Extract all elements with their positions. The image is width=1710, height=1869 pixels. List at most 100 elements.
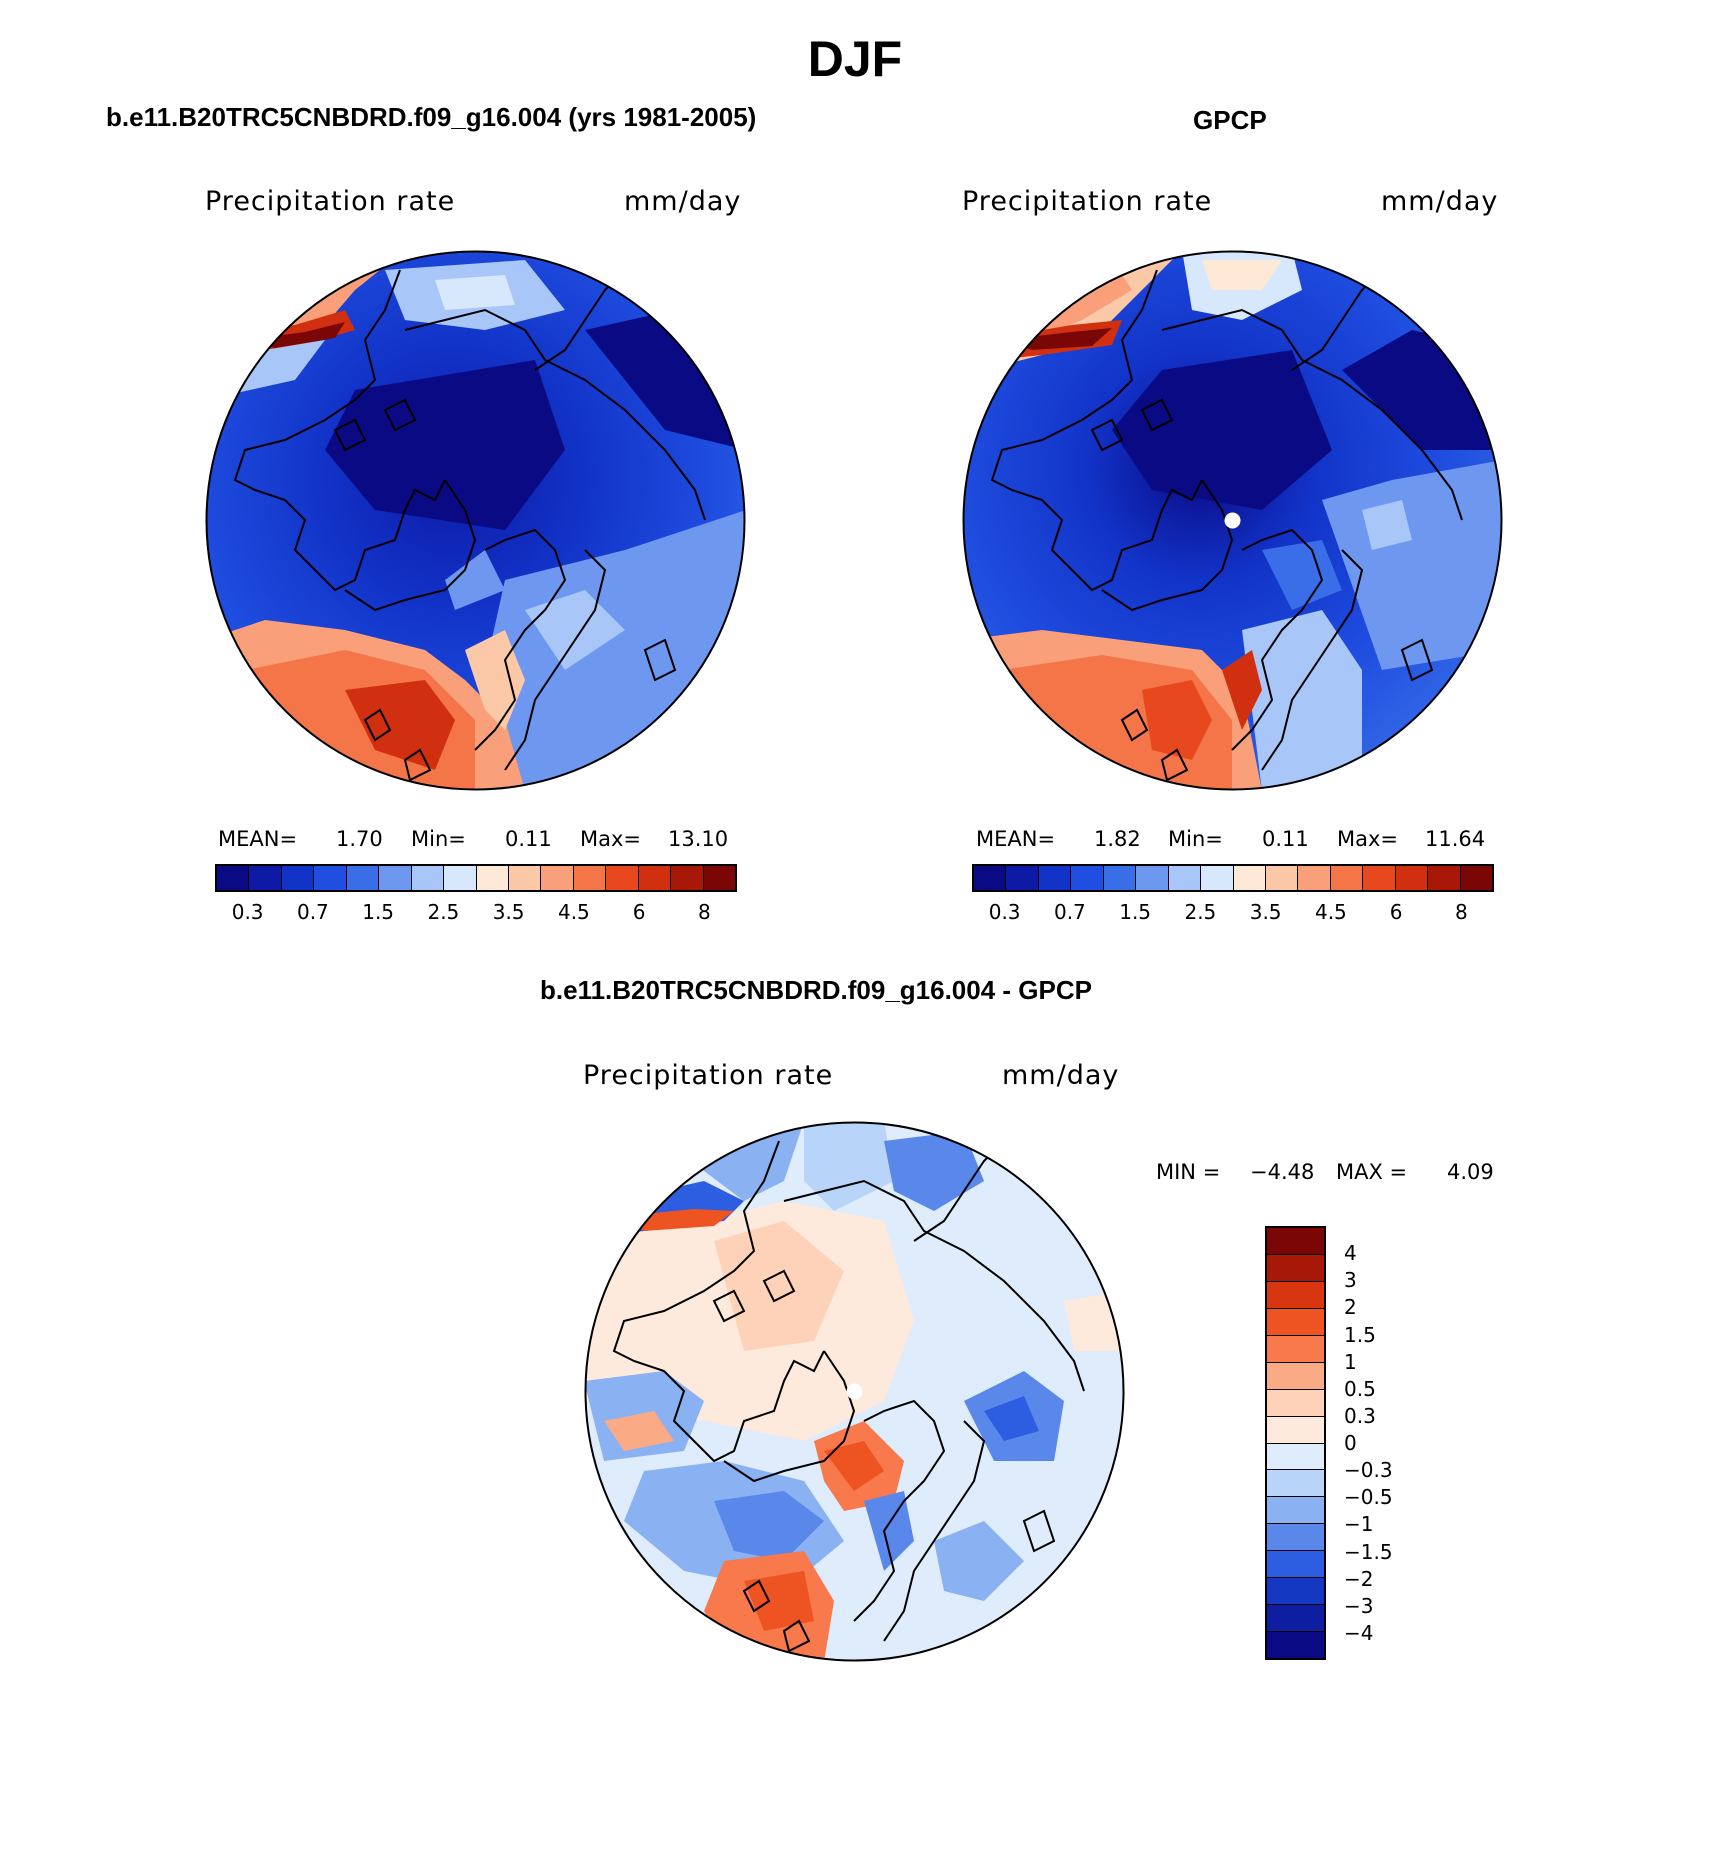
panel-2-colorbar (972, 864, 1494, 892)
panel-3-colorbar-swatch (1267, 1308, 1324, 1336)
panel-2-colorbar-label: 0.7 (1053, 900, 1086, 924)
panel-2-colorbar-label: 8 (1455, 900, 1468, 924)
panel-1-colorbar-swatch (476, 866, 509, 890)
panel-2-colorbar-label: 4.5 (1314, 900, 1347, 924)
panel-3-colorbar-label: 0.3 (1344, 1403, 1376, 1428)
panel-2-colorbar-label: 3.5 (1249, 900, 1282, 924)
panel-2-colorbar-swatch (1103, 866, 1137, 890)
panel-2-max-label: Max= (1337, 827, 1399, 851)
panel-2-colorbar-swatch (1071, 866, 1104, 890)
panel-3-colorbar-swatch (1267, 1389, 1324, 1417)
panel-2-colorbar-swatch (1201, 866, 1234, 890)
panel-1-variable: Precipitation rate (205, 186, 456, 217)
panel-3-colorbar-swatch (1267, 1443, 1324, 1471)
panel-2-map (962, 250, 1503, 791)
panel-1-max-label: Max= (580, 827, 642, 851)
panel-1-colorbar-swatch (346, 866, 380, 890)
panel-2-colorbar-swatch (1363, 866, 1396, 890)
panel-1-mean-label: MEAN= (218, 827, 298, 851)
panel-3-colorbar-label: 4 (1344, 1241, 1357, 1266)
panel-2-colorbar-swatch (1006, 866, 1039, 890)
panel-2-colorbar-swatch (1428, 866, 1461, 890)
panel-3-variable: Precipitation rate (583, 1060, 834, 1091)
panel-2-colorbar-swatch (1168, 866, 1202, 890)
panel-3-max-value: 4.09 (1447, 1160, 1494, 1184)
panel-3-colorbar-label: 1.5 (1344, 1322, 1376, 1347)
panel-3-colorbar-swatch (1267, 1416, 1324, 1444)
panel-1-colorbar-swatch (508, 866, 542, 890)
panel-3-colorbar-label: 0 (1344, 1431, 1357, 1455)
panel-1-colorbar-swatch (249, 866, 282, 890)
panel-2-colorbar-swatch (1460, 866, 1492, 890)
panel-2-variable: Precipitation rate (962, 186, 1213, 217)
panel-1-colorbar (215, 864, 737, 892)
panel-1-colorbar-label: 6 (632, 900, 646, 924)
panel-1-colorbar-swatch (606, 866, 639, 890)
panel-3-colorbar-swatch (1267, 1362, 1324, 1390)
panel-3-colorbar-swatch (1267, 1605, 1324, 1633)
panel-1-colorbar-swatch (314, 866, 347, 890)
panel-1-colorbar-swatch (444, 866, 477, 890)
panel-3-colorbar-swatch (1267, 1578, 1324, 1606)
panel-3-units: mm/day (1002, 1060, 1120, 1091)
panel-3-map (584, 1121, 1125, 1662)
panel-1-colorbar-swatch (379, 866, 412, 890)
panel-2-colorbar-swatch (1136, 866, 1169, 890)
panel-2-colorbar-swatch (1038, 866, 1072, 890)
panel-3-colorbar-label: −3 (1344, 1593, 1374, 1618)
panel-2-mean-value: 1.82 (1094, 827, 1141, 851)
panel-1-colorbar-label: 0.7 (296, 900, 329, 924)
figure-title: DJF (807, 31, 903, 87)
panel-3-colorbar-label: −0.5 (1344, 1485, 1393, 1510)
panel-1-colorbar-label: 3.5 (492, 900, 525, 924)
panel-1-min-value: 0.11 (505, 827, 552, 851)
panel-2-colorbar-swatch (1395, 866, 1429, 890)
panel-3-colorbar-swatch (1267, 1335, 1324, 1363)
panel-2-colorbar-label: 0.3 (988, 900, 1021, 924)
panel-2-units: mm/day (1381, 186, 1499, 217)
panel-1-colorbar-label: 0.3 (231, 900, 264, 924)
panel-2-max-value: 11.64 (1425, 827, 1486, 851)
panel-1-colorbar-label: 8 (698, 900, 711, 924)
panel-1-colorbar-label: 4.5 (557, 900, 590, 924)
panel-1-map (205, 250, 746, 791)
panel-2-colorbar-swatch (1330, 866, 1364, 890)
panel-3-colorbar-swatch (1267, 1470, 1324, 1498)
panel-1-colorbar-swatch (541, 866, 574, 890)
panel-3-colorbar-swatch (1267, 1551, 1324, 1579)
panel-3-min-value: −4.48 (1250, 1160, 1315, 1184)
panel-1-colorbar-swatch (703, 866, 735, 890)
panel-2-title: GPCP (1193, 105, 1267, 135)
panel-3-colorbar-label: −2 (1344, 1566, 1374, 1591)
panel-3-colorbar (1265, 1226, 1326, 1660)
panel-3-colorbar-label: 1 (1344, 1349, 1357, 1374)
panel-1-units: mm/day (624, 186, 742, 217)
panel-2-colorbar-swatch (974, 866, 1007, 890)
panel-1-max-value: 13.10 (668, 827, 729, 851)
panel-2-min-value: 0.11 (1262, 827, 1309, 851)
panel-1-colorbar-swatch (638, 866, 672, 890)
panel-3-colorbar-label: −4 (1344, 1620, 1374, 1645)
panel-1-colorbar-swatch (281, 866, 315, 890)
panel-3-colorbar-label: −1 (1344, 1512, 1374, 1537)
panel-3-colorbar-swatch (1267, 1228, 1324, 1255)
panel-2-colorbar-swatch (1265, 866, 1299, 890)
panel-3-colorbar-swatch (1267, 1524, 1324, 1552)
panel-1-colorbar-label: 1.5 (362, 900, 395, 924)
panel-3-colorbar-swatch (1267, 1254, 1324, 1282)
panel-1-min-label: Min= (411, 827, 466, 851)
panel-3-colorbar-label: 3 (1344, 1268, 1357, 1293)
panel-3-colorbar-swatch (1267, 1281, 1324, 1309)
panel-1-colorbar-swatch (671, 866, 704, 890)
panel-2-colorbar-label: 6 (1389, 900, 1403, 924)
panel-2-colorbar-label: 2.5 (1184, 900, 1217, 924)
panel-3-max-label: MAX = (1336, 1160, 1408, 1184)
panel-1-colorbar-swatch (573, 866, 607, 890)
panel-1-mean-value: 1.70 (336, 827, 383, 851)
panel-3-colorbar-swatch (1267, 1497, 1324, 1525)
panel-2-colorbar-label: 1.5 (1119, 900, 1152, 924)
panel-3-colorbar-label: −1.5 (1344, 1539, 1393, 1564)
panel-3-min-label: MIN = (1156, 1160, 1221, 1184)
panel-1-colorbar-label: 2.5 (427, 900, 460, 924)
panel-1-colorbar-swatch (411, 866, 445, 890)
